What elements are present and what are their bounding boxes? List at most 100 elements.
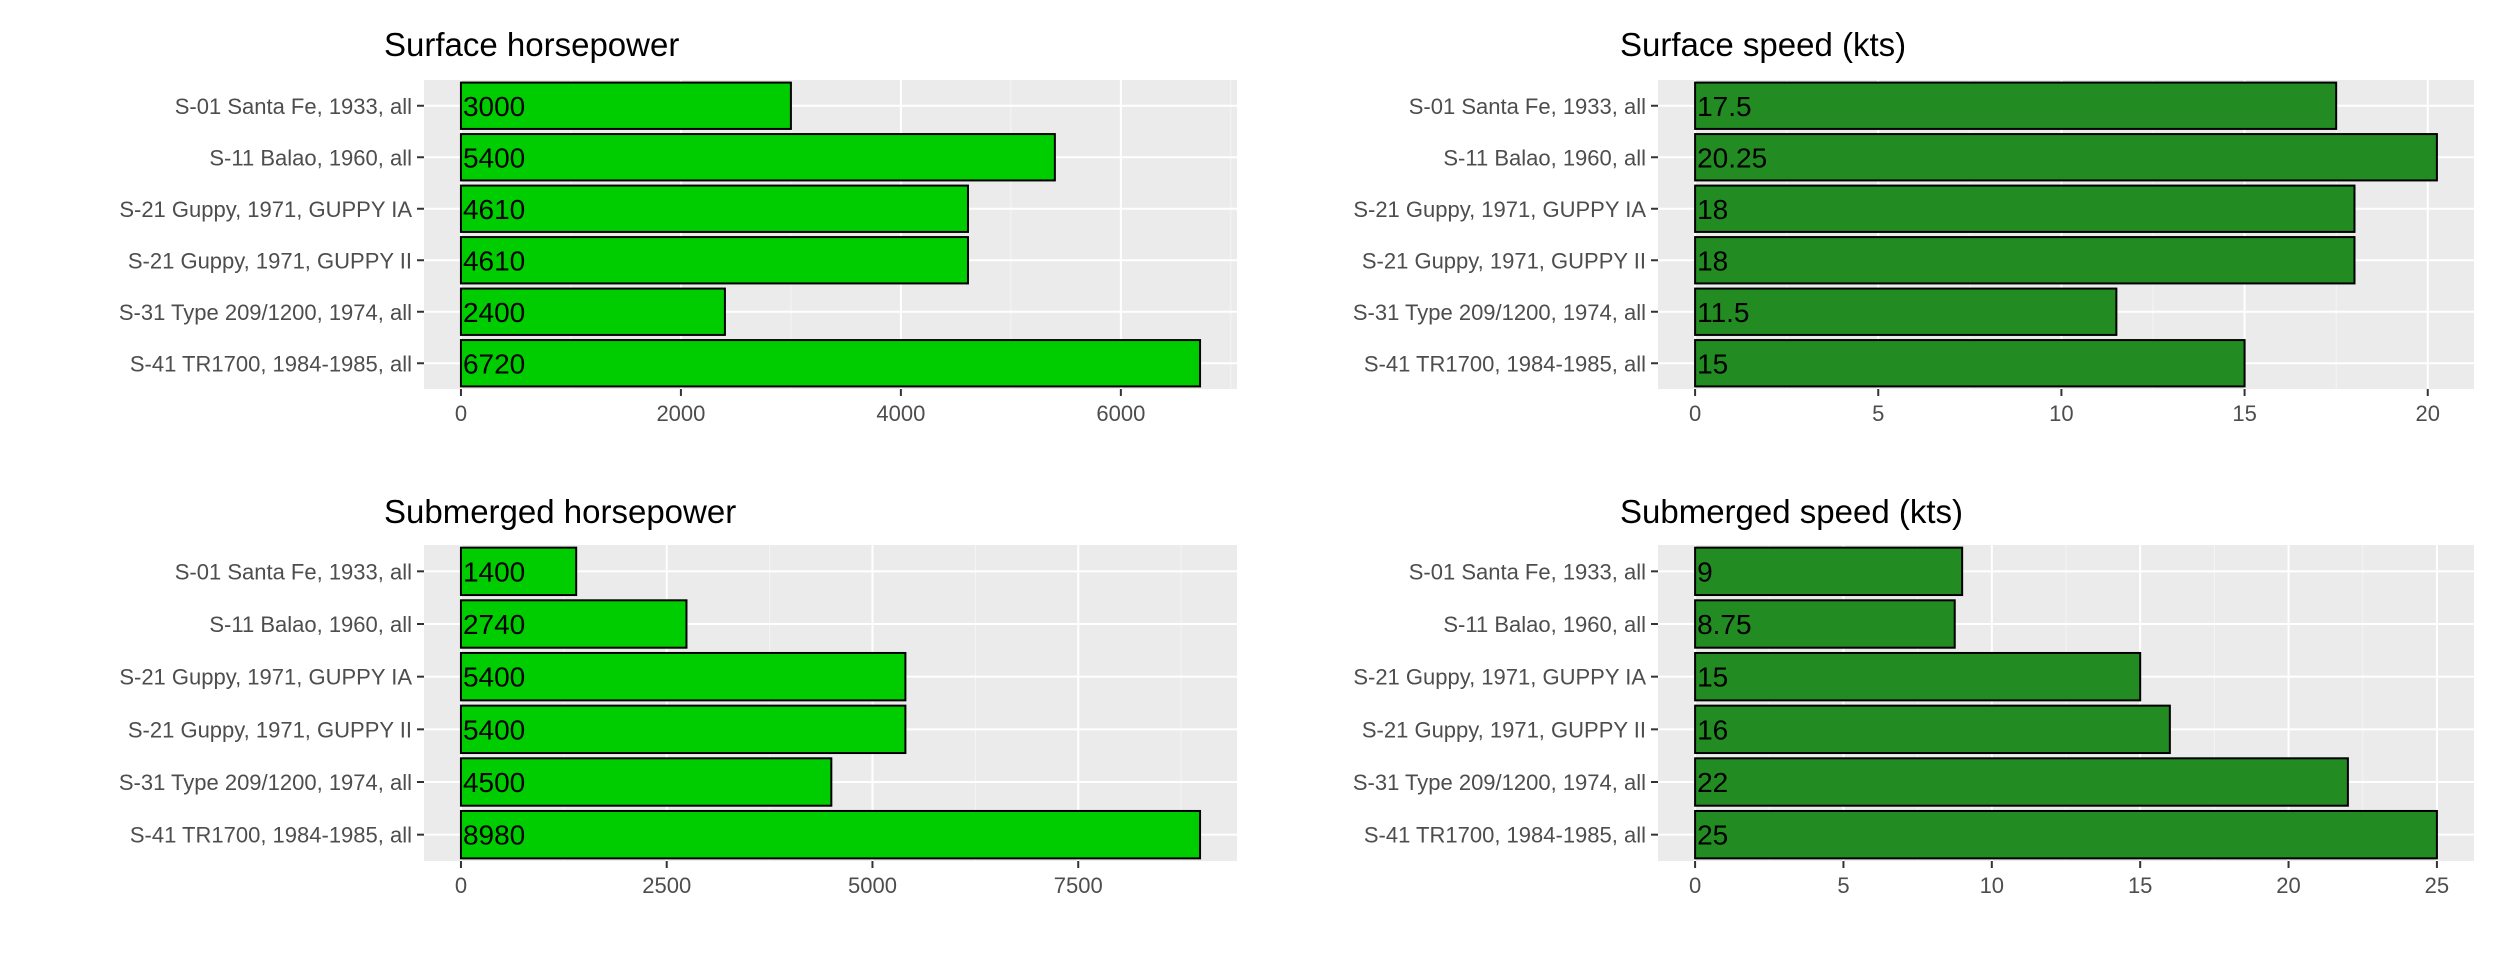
chart-panel-2: Surface speed (kts) 17.5 S-01 Santa Fe, 19… <box>1353 26 2474 426</box>
bar <box>459 81 792 130</box>
bar-value-label: 5400 <box>463 662 525 693</box>
bar <box>1694 809 2438 860</box>
bar-value-label: 20.25 <box>1697 142 1767 173</box>
x-tick-label: 0 <box>455 873 467 898</box>
bar <box>1694 287 2118 336</box>
bar <box>459 236 969 285</box>
bar <box>1694 704 2171 755</box>
y-tick-label: S-01 Santa Fe, 1933, all <box>175 94 412 119</box>
x-tick-label: 2000 <box>656 401 705 426</box>
bar <box>1694 133 2438 182</box>
y-tick-label: S-41 TR1700, 1984-1985, all <box>130 823 412 848</box>
y-tick-label: S-21 Guppy, 1971, GUPPY IA <box>119 197 412 222</box>
y-tick-label: S-21 Guppy, 1971, GUPPY II <box>1362 717 1646 742</box>
y-tick-label: S-31 Type 209/1200, 1974, all <box>119 300 412 325</box>
x-tick-label: 15 <box>2128 873 2152 898</box>
bar-value-label: 5400 <box>463 714 525 745</box>
panel-background <box>1658 80 2474 389</box>
x-tick-label: 5 <box>1837 873 1849 898</box>
y-tick-label: S-21 Guppy, 1971, GUPPY IA <box>1353 665 1646 690</box>
bar <box>1694 184 2356 233</box>
bar <box>459 133 1056 182</box>
x-tick-label: 10 <box>2049 401 2073 426</box>
bar <box>1694 599 1956 649</box>
x-tick-label: 7500 <box>1054 873 1103 898</box>
y-tick-label: S-11 Balao, 1960, all <box>1443 145 1646 170</box>
bar-value-label: 25 <box>1697 820 1728 851</box>
y-tick-label: S-21 Guppy, 1971, GUPPY IA <box>119 665 412 690</box>
bar-value-label: 15 <box>1697 662 1728 693</box>
y-tick-label: S-41 TR1700, 1984-1985, all <box>1364 823 1646 848</box>
y-tick-label: S-31 Type 209/1200, 1974, all <box>1353 300 1646 325</box>
bar-value-label: 11.5 <box>1697 297 1749 328</box>
bar-value-label: 8980 <box>463 820 525 851</box>
bar-value-label: 4610 <box>463 194 525 225</box>
x-tick-label: 5 <box>1872 401 1884 426</box>
panel-background <box>424 545 1237 861</box>
x-tick-label: 20 <box>2416 401 2440 426</box>
bar <box>459 599 688 649</box>
x-tick-label: 20 <box>2276 873 2300 898</box>
bar <box>459 704 907 755</box>
x-tick-label: 0 <box>1689 401 1701 426</box>
bar-value-label: 8.75 <box>1697 609 1752 640</box>
x-tick-label: 25 <box>2425 873 2449 898</box>
bar-value-label: 18 <box>1697 245 1728 276</box>
panel-background <box>424 80 1237 389</box>
bar-value-label: 4500 <box>463 767 525 798</box>
chart-panel-4: Submerged speed (kts) 9 S-01 Santa Fe, 193… <box>1353 493 2474 898</box>
bar <box>1694 757 2349 807</box>
bar <box>1694 81 2338 130</box>
y-tick-label: S-01 Santa Fe, 1933, all <box>1409 94 1646 119</box>
bar <box>1694 339 2246 388</box>
bar <box>459 287 726 336</box>
y-tick-label: S-41 TR1700, 1984-1985, all <box>1364 351 1646 376</box>
bar-value-label: 4610 <box>463 245 525 276</box>
bar-value-label: 16 <box>1697 714 1728 745</box>
chart-title: Submerged speed (kts) <box>1620 493 1963 530</box>
y-tick-label: S-21 Guppy, 1971, GUPPY IA <box>1353 197 1646 222</box>
x-tick-label: 0 <box>455 401 467 426</box>
bar-value-label: 2400 <box>463 297 525 328</box>
bar-value-label: 17.5 <box>1697 91 1752 122</box>
y-tick-label: S-31 Type 209/1200, 1974, all <box>1353 770 1646 795</box>
bar-value-label: 3000 <box>463 91 525 122</box>
bar <box>1694 651 2142 702</box>
y-tick-label: S-11 Balao, 1960, all <box>209 612 412 637</box>
bar <box>459 757 833 807</box>
x-tick-label: 10 <box>1980 873 2004 898</box>
chart-panel-1: Surface horsepower 3000 S-01 Santa Fe, 193… <box>119 26 1237 426</box>
x-tick-label: 5000 <box>848 873 897 898</box>
chart-title: Surface horsepower <box>384 26 679 63</box>
y-tick-label: S-21 Guppy, 1971, GUPPY II <box>128 248 412 273</box>
bar-value-label: 22 <box>1697 767 1728 798</box>
bar <box>459 546 578 597</box>
bar-value-label: 1400 <box>463 556 525 587</box>
bar <box>459 809 1202 860</box>
y-tick-label: S-21 Guppy, 1971, GUPPY II <box>1362 248 1646 273</box>
chart-title: Submerged horsepower <box>384 493 736 530</box>
chart-title: Surface speed (kts) <box>1620 26 1906 63</box>
y-tick-label: S-11 Balao, 1960, all <box>209 145 412 170</box>
bar <box>1694 546 1964 597</box>
x-tick-label: 4000 <box>876 401 925 426</box>
bar <box>459 339 1202 388</box>
chart-panel-3: Submerged horsepower 1400 S-01 Santa Fe, 1… <box>119 493 1237 898</box>
x-tick-label: 15 <box>2232 401 2256 426</box>
x-tick-label: 0 <box>1689 873 1701 898</box>
y-tick-label: S-01 Santa Fe, 1933, all <box>1409 559 1646 584</box>
y-tick-label: S-11 Balao, 1960, all <box>1443 612 1646 637</box>
y-tick-label: S-21 Guppy, 1971, GUPPY II <box>128 717 412 742</box>
y-tick-label: S-41 TR1700, 1984-1985, all <box>130 351 412 376</box>
bar-value-label: 9 <box>1697 556 1713 587</box>
bar-value-label: 2740 <box>463 609 525 640</box>
bar <box>1694 236 2356 285</box>
bar-value-label: 5400 <box>463 142 525 173</box>
bar <box>459 184 969 233</box>
x-tick-label: 6000 <box>1096 401 1145 426</box>
x-tick-label: 2500 <box>642 873 691 898</box>
y-tick-label: S-31 Type 209/1200, 1974, all <box>119 770 412 795</box>
y-tick-label: S-01 Santa Fe, 1933, all <box>175 559 412 584</box>
bar <box>459 651 907 702</box>
